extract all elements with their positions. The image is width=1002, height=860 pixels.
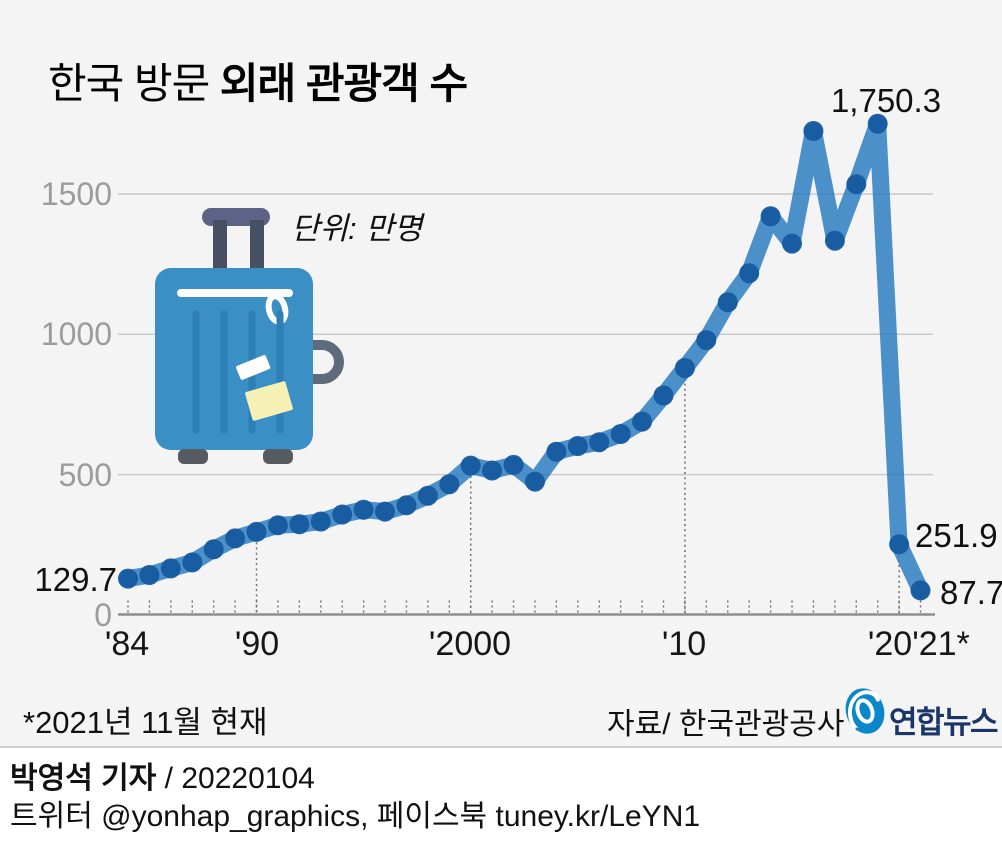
byline-reporter: 박영석 기자 <box>10 762 157 795</box>
label-2021-value: 87.7 <box>940 574 1002 611</box>
data-point-1989 <box>225 528 246 549</box>
data-point-2006 <box>589 432 610 453</box>
data-point-2018 <box>846 174 867 195</box>
x-tick-20: '20 <box>867 625 913 663</box>
label-peak-value: 1,750.3 <box>830 82 942 119</box>
yonhap-logo-wordmark: 연합뉴스 <box>889 705 999 740</box>
source-credit: 자료/ 한국관광공사 <box>607 708 845 741</box>
title-bold: 외래 관광객 수 <box>219 60 468 107</box>
x-tick-90: '90 <box>234 625 280 663</box>
data-point-2005 <box>567 436 588 456</box>
y-tick-1000: 1000 <box>40 316 112 352</box>
x-tick-21: '21* <box>912 625 970 663</box>
data-point-1986 <box>160 558 181 579</box>
data-point-1985 <box>139 565 160 585</box>
data-point-1999 <box>439 474 460 495</box>
data-point-2002 <box>503 454 524 475</box>
data-point-2004 <box>546 441 567 462</box>
data-point-1991 <box>267 515 288 536</box>
y-tick-500: 500 <box>58 457 112 493</box>
suitcase-zipper <box>177 289 293 297</box>
data-point-1994 <box>332 504 353 525</box>
data-point-2011 <box>696 330 717 351</box>
data-point-1990 <box>246 521 267 542</box>
data-point-2003 <box>525 471 545 492</box>
data-point-2015 <box>782 233 802 254</box>
data-point-1992 <box>289 514 310 535</box>
footnote: *2021년 11월 현재 <box>23 705 268 740</box>
data-point-2016 <box>803 121 824 141</box>
data-point-1993 <box>310 511 331 532</box>
data-point-2009 <box>653 385 674 406</box>
data-point-1997 <box>396 495 417 516</box>
x-tick-10: '10 <box>661 625 707 663</box>
graphic-area: 한국 방문 외래 관광객 수 단위: 만명 <box>0 0 1002 747</box>
data-point-2014 <box>760 206 781 227</box>
data-point-1998 <box>417 485 438 506</box>
label-2020-value: 251.9 <box>915 517 998 554</box>
credits-block: 박영석 기자 / 20220104 트위터 @yonhap_graphics, … <box>10 760 700 836</box>
suitcase-illustration <box>155 208 344 464</box>
data-point-2001 <box>482 460 503 481</box>
data-point-2020 <box>889 534 910 555</box>
divider-line <box>0 746 1002 748</box>
suitcase-foot-left <box>178 449 208 464</box>
y-tick-0: 0 <box>94 597 112 633</box>
suitcase-trolley-bar-right <box>250 220 264 275</box>
data-point-1996 <box>375 501 395 522</box>
data-point-2008 <box>632 411 653 432</box>
byline-date: / 20220104 <box>156 762 315 795</box>
data-point-2000 <box>460 455 481 476</box>
label-start-value: 129.7 <box>34 561 117 598</box>
data-point-1995 <box>353 499 374 520</box>
suitcase-foot-right <box>263 449 293 464</box>
data-point-2007 <box>610 424 631 444</box>
unit-label: 단위: 만명 <box>291 211 423 246</box>
suitcase-sticker-yellow <box>245 381 293 421</box>
byline: 박영석 기자 / 20220104 <box>10 760 700 798</box>
data-point-2019 <box>867 113 888 134</box>
data-point-2021 <box>910 580 931 601</box>
data-point-2017 <box>824 230 845 251</box>
suitcase-sticker-white <box>236 355 271 380</box>
suitcase-trolley-bar-left <box>213 220 227 275</box>
data-point-2012 <box>717 292 738 313</box>
y-tick-1500: 1500 <box>40 176 112 212</box>
page-title: 한국 방문 외래 관광객 수 <box>48 50 468 111</box>
data-point-2013 <box>739 263 760 284</box>
suitcase-side-handle <box>305 340 344 384</box>
data-point-1988 <box>203 539 224 560</box>
social-links: 트위터 @yonhap_graphics, 페이스북 tuney.kr/LeYN… <box>10 800 701 833</box>
yonhap-logo-icon <box>845 688 885 734</box>
data-point-1984 <box>118 568 138 589</box>
data-point-2010 <box>674 358 695 378</box>
x-tick-84: '84 <box>104 625 150 663</box>
title-regular: 한국 방문 <box>48 60 220 107</box>
x-tick-2000: '2000 <box>428 625 512 663</box>
data-point-1987 <box>182 552 203 573</box>
